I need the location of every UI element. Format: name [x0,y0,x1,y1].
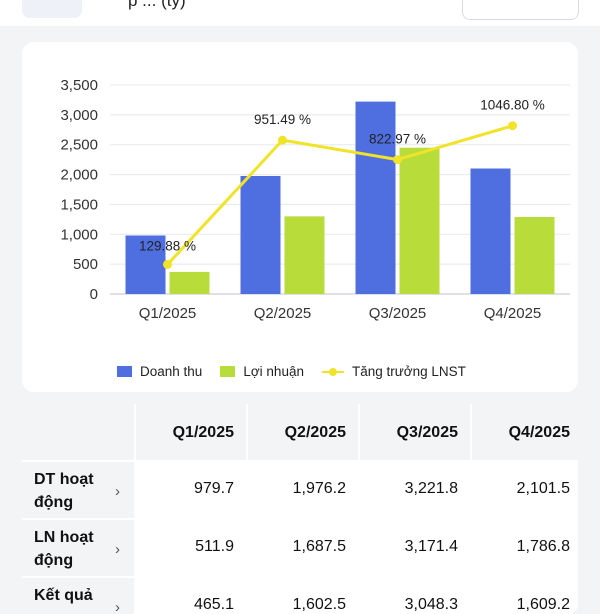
y-tick-label: 1,000 [60,226,98,243]
bar-profit[interactable] [399,147,440,294]
bar-revenue[interactable] [355,101,396,294]
bar-profit[interactable] [169,271,210,294]
legend-item-growth[interactable]: Tăng trưởng LNST [321,364,466,379]
row-label[interactable]: Kết quả › [22,578,134,614]
growth-point[interactable] [508,121,517,131]
combo-chart: 0 500 1,000 1,500 2,000 2,500 3,000 3,500 Q1/202… [60,77,570,322]
table-cell: 1,602.5 [248,578,358,614]
table-cell: 3,221.8 [360,462,470,518]
row-label[interactable]: LN hoạt động › [22,520,134,576]
growth-line [166,124,513,266]
table-cell: 1,687.5 [248,520,358,576]
row-label-text: LN hoạt động [34,529,94,569]
y-tick-label: 0 [90,286,98,303]
table-corner [22,404,134,460]
column-header: Q2/2025 [248,404,358,460]
chevron-right-icon[interactable]: › [115,599,120,614]
legend-label-revenue: Doanh thu [140,364,203,379]
row-label-text: DT hoạt động [34,471,94,511]
table-cell: 1,786.8 [472,520,578,576]
table-cell: 979.7 [136,462,246,518]
legend-item-revenue[interactable]: Doanh thu [117,364,202,379]
financial-table: Q1/2025 Q2/2025 Q3/2025 Q4/2025 DT hoạt động… [22,404,578,614]
top-bar: p ... (tỷ) [0,0,600,26]
chevron-right-icon[interactable]: › [115,483,120,500]
chart-legend: Doanh thu Lợi nhuận Tăng trưởng LNST [117,364,484,379]
legend-item-profit[interactable]: Lợi nhuận [220,364,304,379]
bar-profit[interactable] [514,216,555,294]
column-header: Q3/2025 [360,404,470,460]
x-tick-label: Q1/2025 [139,305,197,322]
x-tick-label: Q4/2025 [484,305,542,322]
table-cell: 1,609.2 [472,578,578,614]
unit-selector-button[interactable] [462,0,579,20]
row-label-text: Kết quả [34,587,93,604]
y-tick-label: 3,000 [60,107,98,124]
growth-data-label: 1046.80 % [480,98,545,113]
bar-revenue[interactable] [240,175,281,294]
chart-card: 0 500 1,000 1,500 2,000 2,500 3,000 3,500 Q1/202… [22,42,578,392]
column-header: Q1/2025 [136,404,246,460]
legend-swatch-revenue [117,366,132,377]
growth-data-label: 822.97 % [369,132,426,147]
page-title: p ... (tỷ) [128,0,186,10]
growth-point[interactable] [163,259,172,269]
growth-point[interactable] [278,135,287,145]
y-tick-label: 500 [73,256,98,273]
growth-data-label: 129.88 % [139,238,196,253]
bar-profit[interactable] [284,216,325,294]
bar-revenue[interactable] [125,235,166,294]
table-cell: 1,976.2 [248,462,358,518]
table-cell: 511.9 [136,520,246,576]
growth-point[interactable] [393,155,402,165]
table-cell: 3,048.3 [360,578,470,614]
period-tab[interactable] [22,0,82,18]
column-header: Q4/2025 [472,404,578,460]
chevron-right-icon[interactable]: › [115,541,120,558]
y-tick-label: 2,000 [60,167,98,184]
bar-revenue[interactable] [470,168,511,294]
y-tick-label: 3,500 [60,77,98,94]
legend-label-profit: Lợi nhuận [243,364,304,379]
row-label[interactable]: DT hoạt động › [22,462,134,518]
x-tick-label: Q3/2025 [369,305,427,322]
y-tick-label: 2,500 [60,137,98,154]
legend-label-growth: Tăng trưởng LNST [351,364,466,379]
legend-swatch-profit [220,366,236,377]
y-tick-label: 1,500 [60,196,98,213]
growth-data-label: 951.49 % [254,112,311,127]
x-tick-label: Q2/2025 [254,305,312,322]
table-cell: 2,101.5 [472,462,578,518]
table-cell: 465.1 [136,578,246,614]
table-cell: 3,171.4 [360,520,470,576]
legend-swatch-growth [321,366,344,378]
